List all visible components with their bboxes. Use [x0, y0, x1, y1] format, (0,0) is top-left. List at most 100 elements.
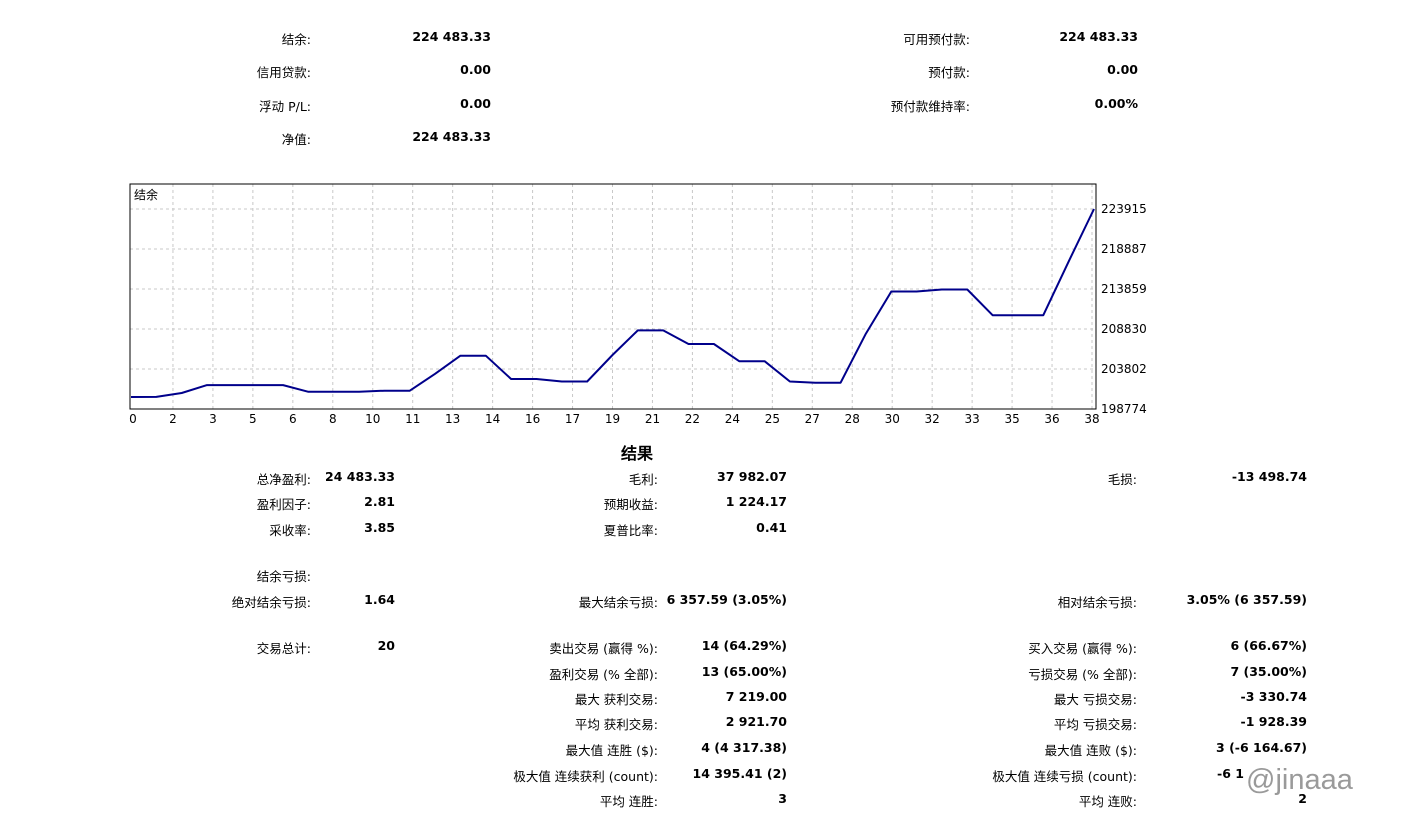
equity-label: 净值:: [281, 132, 311, 147]
gross-loss-label: 毛损:: [1107, 472, 1137, 487]
free-margin-value: 224 483.33: [1059, 29, 1138, 44]
net-profit-label: 总净盈利:: [256, 472, 311, 487]
x-tick-label: 11: [405, 412, 420, 426]
x-tick-label: 30: [885, 412, 900, 426]
largest-loss-value: -3 330.74: [1240, 689, 1307, 704]
y-tick-label: 213859: [1101, 282, 1147, 296]
x-tick-label: 38: [1084, 412, 1099, 426]
profit-trades-label: 盈利交易 (% 全部):: [549, 667, 658, 682]
short-trades-value: 14 (64.29%): [701, 638, 787, 653]
profit-factor-label: 盈利因子:: [256, 497, 311, 512]
loss-trades-label: 亏损交易 (% 全部):: [1028, 667, 1137, 682]
margin-label: 预付款:: [928, 65, 970, 80]
max-cons-loss-label: 极大值 连续亏损 (count):: [992, 769, 1137, 784]
max-cons-profit-label: 极大值 连续获利 (count):: [513, 769, 658, 784]
x-tick-label: 17: [565, 412, 580, 426]
x-tick-label: 3: [209, 412, 217, 426]
x-tick-label: 5: [249, 412, 257, 426]
total-trades-label: 交易总计:: [256, 641, 311, 656]
long-trades-label: 买入交易 (赢得 %):: [1028, 641, 1137, 656]
x-tick-label: 10: [365, 412, 380, 426]
balance-value: 224 483.33: [412, 29, 491, 44]
recovery-factor-label: 采收率:: [269, 523, 311, 538]
short-trades-label: 卖出交易 (赢得 %):: [549, 641, 658, 656]
x-tick-label: 32: [925, 412, 940, 426]
largest-loss-label: 最大 亏损交易:: [1053, 692, 1137, 707]
margin-level-value: 0.00%: [1094, 96, 1138, 111]
max-cons-wins-value: 4 (4 317.38): [701, 740, 787, 755]
sharpe-ratio-label: 夏普比率:: [603, 523, 658, 538]
balance-label: 结余:: [281, 32, 311, 47]
x-tick-label: 16: [525, 412, 540, 426]
y-tick-label: 218887: [1101, 242, 1147, 256]
equity-value: 224 483.33: [412, 129, 491, 144]
gross-loss-value: -13 498.74: [1231, 469, 1307, 484]
floating-pl-value: 0.00: [460, 96, 491, 111]
total-trades-value: 20: [377, 638, 395, 653]
chart-grid: [130, 184, 1096, 409]
avg-cons-wins-label: 平均 连胜:: [599, 794, 658, 809]
credit-value: 0.00: [460, 62, 491, 77]
max-drawdown-value: 6 357.59 (3.05%): [666, 592, 787, 607]
x-tick-label: 19: [605, 412, 620, 426]
largest-profit-value: 7 219.00: [725, 689, 787, 704]
watermark: @jinaaa: [1246, 764, 1353, 796]
max-drawdown-label: 最大结余亏损:: [578, 595, 658, 610]
long-trades-value: 6 (66.67%): [1230, 638, 1307, 653]
abs-drawdown-value: 1.64: [364, 592, 395, 607]
x-tick-label: 35: [1004, 412, 1019, 426]
x-tick-label: 6: [289, 412, 297, 426]
profit-factor-value: 2.81: [364, 494, 395, 509]
loss-trades-value: 7 (35.00%): [1230, 664, 1307, 679]
expected-payoff-value: 1 224.17: [725, 494, 787, 509]
rel-drawdown-label: 相对结余亏损:: [1057, 595, 1137, 610]
x-tick-label: 33: [964, 412, 979, 426]
y-tick-label: 198774: [1101, 402, 1147, 416]
profit-trades-value: 13 (65.00%): [701, 664, 787, 679]
margin-value: 0.00: [1107, 62, 1138, 77]
y-tick-label: 203802: [1101, 362, 1147, 376]
balance-chart: 结余 198774203802208830213859218887223915 …: [129, 183, 1147, 426]
margin-level-label: 预付款维持率:: [890, 99, 970, 114]
chart-frame: [129, 183, 1097, 410]
sharpe-ratio-value: 0.41: [756, 520, 787, 535]
x-tick-label: 22: [685, 412, 700, 426]
x-axis-ticks: 0 2 3 5 6 8 10 11 13 14 16 17 19 21 22 24 25 27 28 30 32 33 35…: [129, 412, 1099, 426]
x-tick-label: 27: [805, 412, 820, 426]
results-title: 结果: [621, 444, 654, 463]
avg-profit-value: 2 921.70: [725, 714, 787, 729]
x-tick-label: 13: [445, 412, 460, 426]
recovery-factor-value: 3.85: [364, 520, 395, 535]
avg-cons-losses-value: 2: [1298, 791, 1307, 806]
avg-loss-label: 平均 亏损交易:: [1053, 717, 1137, 732]
x-tick-label: 36: [1044, 412, 1059, 426]
expected-payoff-label: 预期收益:: [603, 497, 658, 512]
avg-loss-value: -1 928.39: [1240, 714, 1307, 729]
x-tick-label: 2: [169, 412, 177, 426]
max-cons-loss-value: -6 1: [1217, 766, 1244, 781]
x-tick-label: 0: [129, 412, 137, 426]
y-axis-ticks: 198774 203802 208830 213859 218887 223915: [1101, 202, 1147, 416]
drawdown-header: 结余亏损:: [256, 569, 311, 584]
floating-pl-label: 浮动 P/L:: [259, 99, 311, 114]
x-tick-label: 28: [845, 412, 860, 426]
largest-profit-label: 最大 获利交易:: [574, 692, 658, 707]
x-tick-label: 21: [645, 412, 660, 426]
x-tick-label: 24: [725, 412, 740, 426]
free-margin-label: 可用预付款:: [903, 32, 970, 47]
y-tick-label: 208830: [1101, 322, 1147, 336]
max-cons-losses-label: 最大值 连败 ($):: [1044, 743, 1137, 758]
x-tick-label: 8: [329, 412, 337, 426]
net-profit-value: 24 483.33: [325, 469, 395, 484]
abs-drawdown-label: 绝对结余亏损:: [231, 595, 311, 610]
rel-drawdown-value: 3.05% (6 357.59): [1186, 592, 1307, 607]
x-tick-label: 25: [765, 412, 780, 426]
gross-profit-value: 37 982.07: [717, 469, 787, 484]
chart-title: 结余: [134, 187, 158, 202]
x-tick-label: 14: [485, 412, 500, 426]
credit-label: 信用贷款:: [256, 65, 311, 80]
max-cons-profit-value: 14 395.41 (2): [692, 766, 787, 781]
avg-cons-losses-label: 平均 连败:: [1078, 794, 1137, 809]
avg-profit-label: 平均 获利交易:: [574, 717, 658, 732]
max-cons-wins-label: 最大值 连胜 ($):: [565, 743, 658, 758]
